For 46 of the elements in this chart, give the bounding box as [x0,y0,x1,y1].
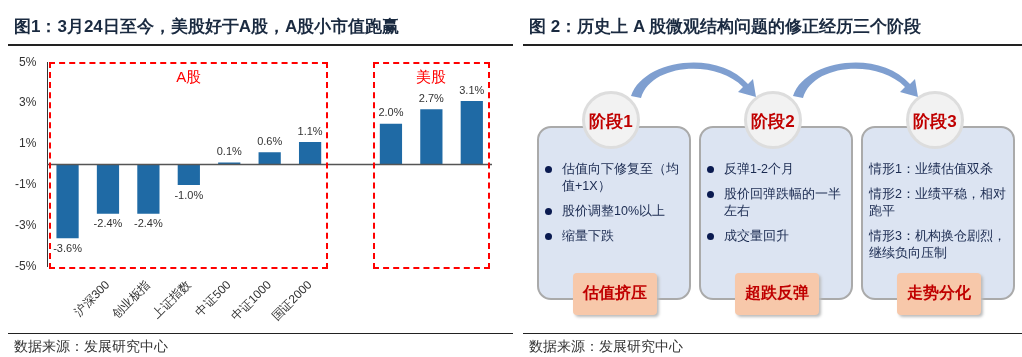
y-tick-label: 5% [19,54,37,69]
bar [258,152,281,165]
bar [56,164,79,239]
y-tick-label: -1% [15,177,37,192]
data-label: -2.4% [134,217,163,230]
y-tick-label: -5% [15,259,37,274]
y-tick-label: 3% [19,95,37,110]
text: 缩量下跌 [562,228,614,245]
data-label: -2.4% [93,217,123,230]
y-tick-label: -3% [15,218,37,233]
data-label: 2.0% [378,106,404,119]
text: 股价回弹跌幅的一半左右 [724,186,842,220]
chart-title: 图1：3月24日至今，美股好于A股，A股小市值跑赢 [14,15,400,38]
text: 走势分化 [906,283,972,303]
text: 阶段2 [750,111,796,133]
data-label: 0.1% [216,145,242,158]
data-label: 0.6% [257,134,283,147]
data-label: 1.1% [297,124,323,137]
data-label: -3.6% [53,241,83,254]
bar [177,164,200,186]
text: 股价调整10%以上 [562,203,666,220]
text: 情形3：机构换仓剧烈，继续负向压制 [869,228,1007,262]
data-label: -1.0% [174,188,204,201]
bar [137,164,160,214]
data-label: 2.7% [418,91,445,104]
text: 超跌反弹 [744,283,810,303]
y-tick-label: 1% [19,136,37,151]
data-label: 3.1% [459,83,485,96]
text: 反弹1-2个月 [724,161,795,178]
bar [96,164,120,214]
bar [460,101,483,165]
text: 阶段3 [912,111,958,133]
text: 阶段1 [588,111,634,133]
annotation: A股 [175,68,203,88]
bar [420,109,443,165]
source-note: 数据来源：发展研究中心 [14,338,169,356]
text: 情形1：业绩估值双杀 [869,161,993,178]
text: 成交量回升 [724,228,789,245]
text: 情形2：业绩平稳，相对跑平 [869,186,1007,220]
text: 图 2：历史上 A 股微观结构问题的修正经历三个阶段 [529,15,922,38]
bar [379,123,403,165]
text: 估值挤压 [581,283,648,303]
text: 估值向下修复至（均值+1X） [562,161,680,195]
source-note: 数据来源：发展研究中心 [529,338,684,356]
bar [298,142,322,165]
annotation: 美股 [416,68,447,86]
